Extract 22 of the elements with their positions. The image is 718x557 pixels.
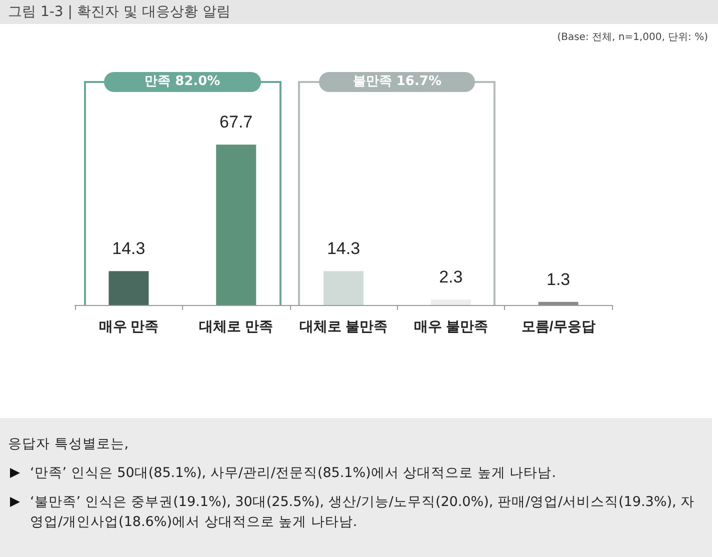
- x-tick-label: 모름/무응답: [521, 318, 596, 334]
- chart-title: 그림 1-3 | 확진자 및 대응상황 알림: [0, 0, 718, 24]
- bar: [430, 300, 471, 305]
- x-tick-label: 대체로 불만족: [300, 318, 388, 334]
- data-label: 2.3: [439, 268, 463, 287]
- x-tick-label: 매우 만족: [98, 318, 159, 334]
- data-label: 14.3: [112, 239, 146, 258]
- data-label: 1.3: [546, 270, 570, 289]
- text: 응답자 특성별로는,: [8, 435, 130, 454]
- data-label: 14.3: [326, 239, 360, 258]
- text: 불만족 16.7%: [319, 72, 476, 92]
- bar: [216, 144, 256, 305]
- x-tick-label: 대체로 만족: [199, 318, 274, 334]
- text: (Base: 전체, n=1,000, 단위: %): [557, 31, 708, 44]
- data-label: 67.7: [220, 112, 253, 132]
- text: 만족 82.0%: [104, 72, 261, 92]
- bar: [108, 271, 149, 305]
- bar: [324, 271, 364, 305]
- text: ‘불만족’ 인식은 중부권(19.1%), 30대(25.5%), 생산/기능/노무직(20.0%), 판매/영업/서비스직(19.3%), 자영업/개인사업(18.6%)에서 상대적으로 높게 나타남.: [29, 493, 696, 532]
- text: ‘만족’ 인식은 50대(85.1%), 사무/관리/전문직(85.1%)에서 상대적으로 높게 나타남.: [29, 464, 558, 483]
- bar: [538, 302, 578, 305]
- x-tick-label: 매우 불만족: [414, 318, 488, 334]
